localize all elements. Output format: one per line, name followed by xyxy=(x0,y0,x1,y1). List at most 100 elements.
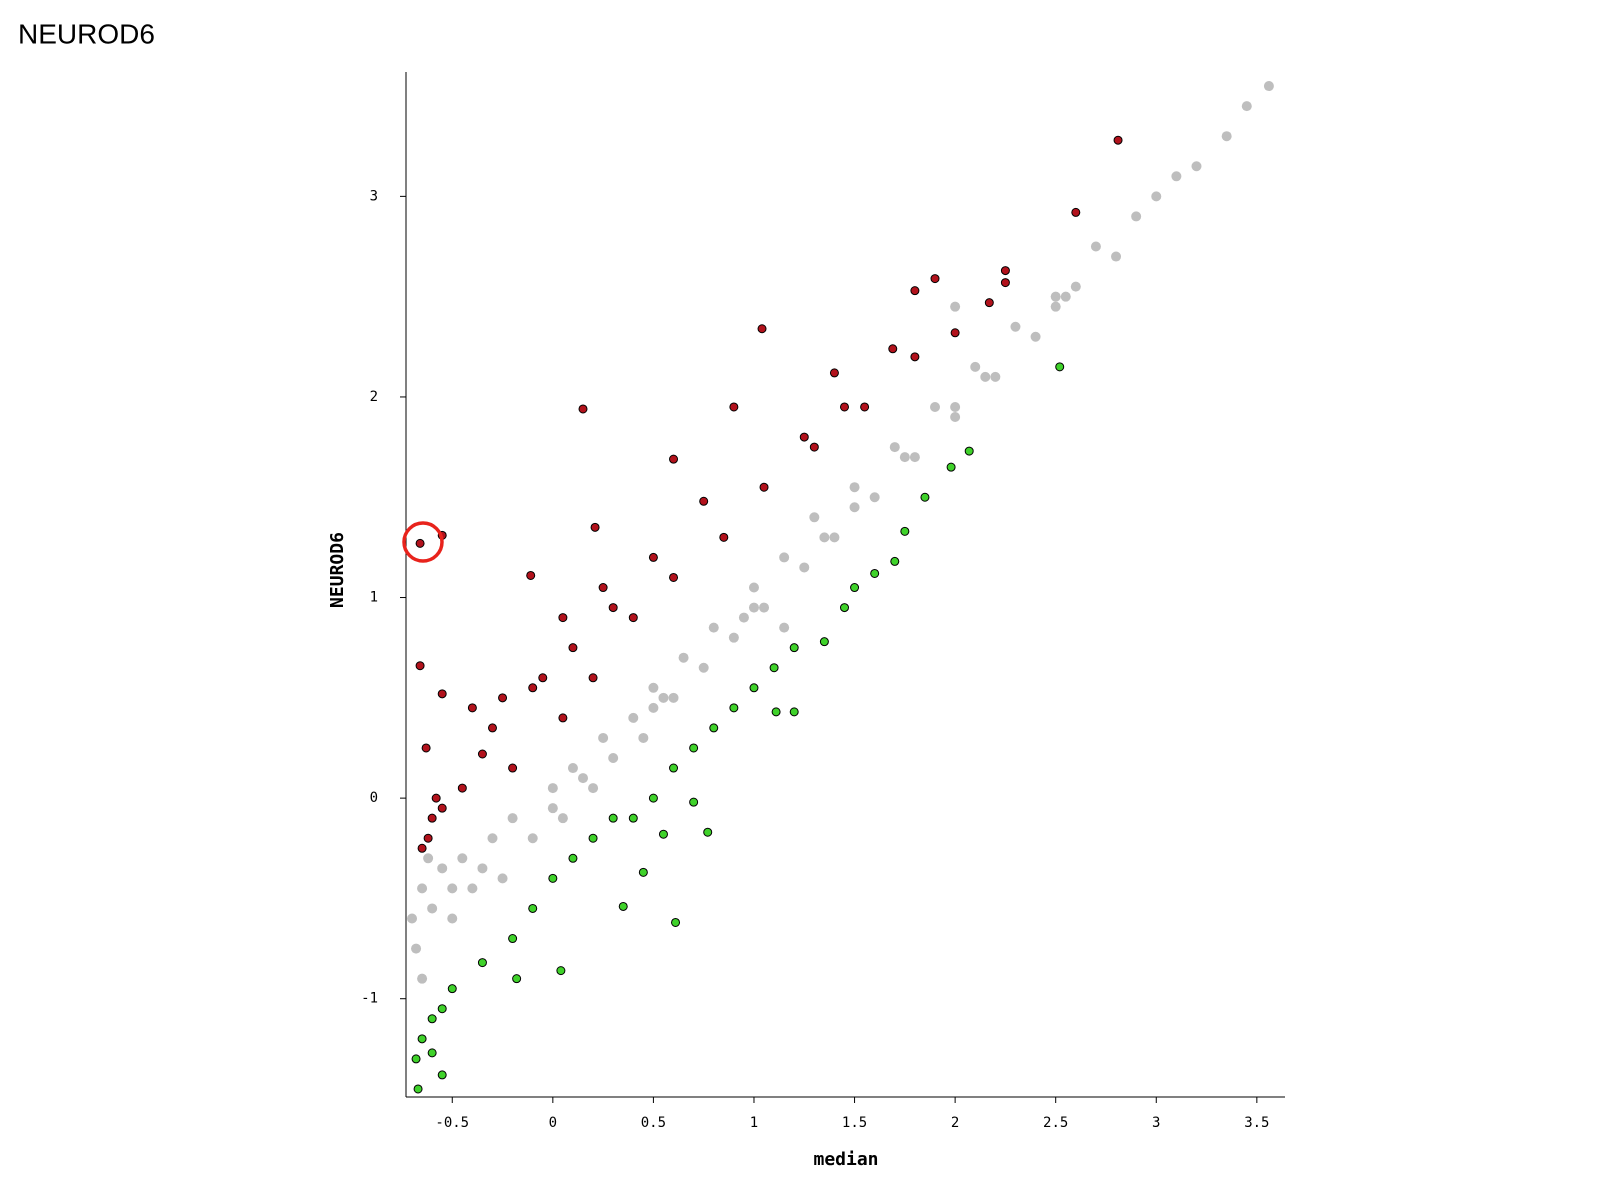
point xyxy=(779,622,790,633)
point xyxy=(547,783,558,794)
point xyxy=(1221,131,1232,142)
point xyxy=(789,707,799,717)
point xyxy=(849,502,860,513)
point xyxy=(950,412,961,423)
point xyxy=(477,958,487,968)
point xyxy=(669,763,679,773)
point xyxy=(728,632,739,643)
point xyxy=(839,402,849,412)
x-axis-label: median xyxy=(813,1149,878,1170)
y-tick-label: -1 xyxy=(361,991,378,1007)
chart-title: NEUROD6 xyxy=(18,18,155,49)
point xyxy=(608,603,618,613)
point xyxy=(427,813,437,823)
point xyxy=(888,344,898,354)
point xyxy=(910,352,920,362)
point xyxy=(628,613,638,623)
x-tick-label: 2 xyxy=(951,1115,959,1131)
point xyxy=(407,913,418,924)
point xyxy=(990,371,1001,382)
point xyxy=(946,462,956,472)
point xyxy=(748,602,759,613)
x-tick-label: -0.5 xyxy=(435,1115,469,1131)
point xyxy=(457,783,467,793)
point xyxy=(809,512,820,523)
point xyxy=(1111,251,1122,262)
point xyxy=(538,673,548,683)
point xyxy=(930,401,941,412)
point xyxy=(1171,171,1182,182)
point xyxy=(1131,211,1142,222)
point xyxy=(689,797,699,807)
point xyxy=(729,703,739,713)
point xyxy=(930,274,940,284)
point xyxy=(779,552,790,563)
point xyxy=(909,452,920,463)
point xyxy=(618,901,628,911)
point xyxy=(648,682,659,693)
point xyxy=(799,562,810,573)
point xyxy=(527,833,538,844)
point xyxy=(1000,266,1010,276)
point xyxy=(508,763,518,773)
point xyxy=(556,966,566,976)
point xyxy=(1060,291,1071,302)
point xyxy=(757,324,767,334)
point xyxy=(568,643,578,653)
point xyxy=(423,853,434,864)
point xyxy=(1113,135,1123,145)
point xyxy=(437,689,447,699)
point xyxy=(749,683,759,693)
point xyxy=(578,404,588,414)
point xyxy=(699,496,709,506)
point xyxy=(669,572,679,582)
point xyxy=(547,803,558,814)
point xyxy=(849,482,860,493)
x-tick-label: 3.5 xyxy=(1244,1115,1269,1131)
highlight-circle xyxy=(402,521,444,563)
y-tick-label: 2 xyxy=(370,389,378,405)
point xyxy=(557,813,568,824)
point xyxy=(447,984,457,994)
point xyxy=(860,402,870,412)
point xyxy=(839,603,849,613)
point xyxy=(980,371,991,382)
point xyxy=(497,873,508,884)
point xyxy=(431,793,441,803)
point xyxy=(417,883,428,894)
point xyxy=(819,532,830,543)
point xyxy=(899,452,910,463)
point xyxy=(1055,362,1065,372)
point xyxy=(719,532,729,542)
point xyxy=(964,446,974,456)
point xyxy=(1050,291,1061,302)
point xyxy=(477,749,487,759)
point xyxy=(437,1004,447,1014)
point xyxy=(437,863,448,874)
point xyxy=(512,974,522,984)
point xyxy=(558,613,568,623)
point xyxy=(1241,101,1252,112)
point xyxy=(608,813,618,823)
point xyxy=(799,432,809,442)
point xyxy=(759,602,770,613)
point xyxy=(1070,281,1081,292)
point xyxy=(950,301,961,312)
point xyxy=(437,803,447,813)
point xyxy=(970,361,981,372)
y-tick-label: 3 xyxy=(370,188,378,204)
point xyxy=(598,583,608,593)
point xyxy=(1071,207,1081,217)
points xyxy=(407,81,1274,1094)
point xyxy=(671,917,681,927)
point xyxy=(487,833,498,844)
point xyxy=(789,643,799,653)
point xyxy=(658,692,669,703)
point xyxy=(508,934,518,944)
point xyxy=(638,732,649,743)
point xyxy=(648,793,658,803)
point xyxy=(698,662,709,673)
point xyxy=(669,454,679,464)
point xyxy=(628,712,639,723)
